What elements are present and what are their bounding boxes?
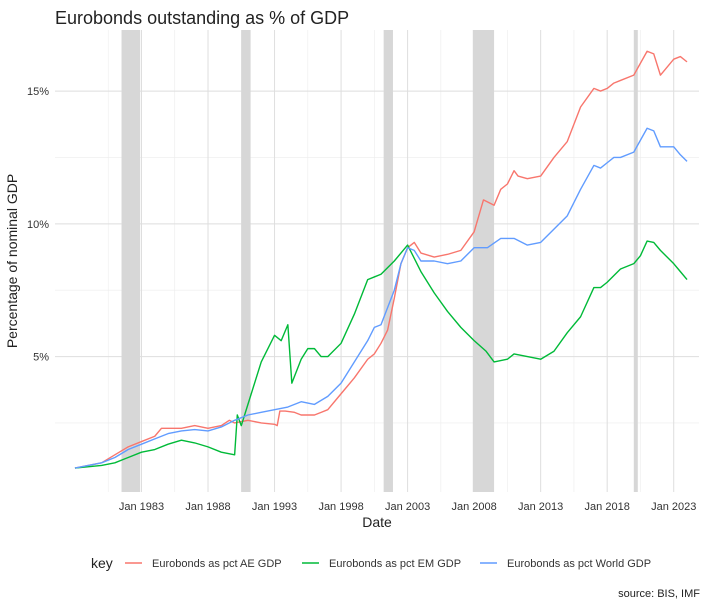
- x-tick-label: Jan 1988: [185, 501, 230, 513]
- x-tick-label: Jan 1998: [318, 501, 363, 513]
- recession-band: [121, 30, 141, 492]
- series-line-3: [74, 127, 688, 469]
- legend-label-1: Eurobonds as pct AE GDP: [152, 558, 282, 570]
- legend-label-2: Eurobonds as pct EM GDP: [329, 558, 461, 570]
- x-tick-label: Jan 1993: [252, 501, 297, 513]
- x-tick-label: Jan 1983: [119, 501, 164, 513]
- source-caption: source: BIS, IMF: [618, 588, 700, 600]
- y-axis-label: Percentage of nominal GDP: [4, 174, 20, 348]
- recession-band: [383, 30, 393, 492]
- series-lines: [74, 50, 688, 469]
- x-axis-ticks: Jan 1983 Jan 1988 Jan 1993 Jan 1998 Jan 2003…: [119, 501, 696, 513]
- x-tick-label: Jan 2013: [518, 501, 563, 513]
- legend-label-3: Eurobonds as pct World GDP: [507, 558, 651, 570]
- legend-items: Eurobonds as pct AE GDP Eurobonds as pct …: [125, 558, 651, 570]
- y-tick-label: 5%: [33, 352, 49, 364]
- series-line-1: [74, 50, 688, 469]
- recession-shading: [121, 30, 638, 492]
- y-tick-label: 15%: [27, 86, 49, 98]
- x-tick-label: Jan 2003: [385, 501, 430, 513]
- x-tick-label: Jan 2023: [651, 501, 696, 513]
- recession-band: [241, 30, 251, 492]
- legend-title: key: [91, 555, 113, 571]
- x-tick-label: Jan 2008: [451, 501, 496, 513]
- y-axis-ticks: 5% 10% 15%: [27, 86, 49, 364]
- x-axis-label: Date: [362, 514, 392, 530]
- chart-title: Eurobonds outstanding as % of GDP: [55, 8, 349, 28]
- recession-band: [472, 30, 495, 492]
- x-tick-label: Jan 2018: [585, 501, 630, 513]
- series-line-2: [74, 240, 688, 469]
- plot-panel: [55, 30, 699, 492]
- legend: key Eurobonds as pct AE GDP Eurobonds as …: [91, 555, 651, 571]
- y-tick-label: 10%: [27, 219, 49, 231]
